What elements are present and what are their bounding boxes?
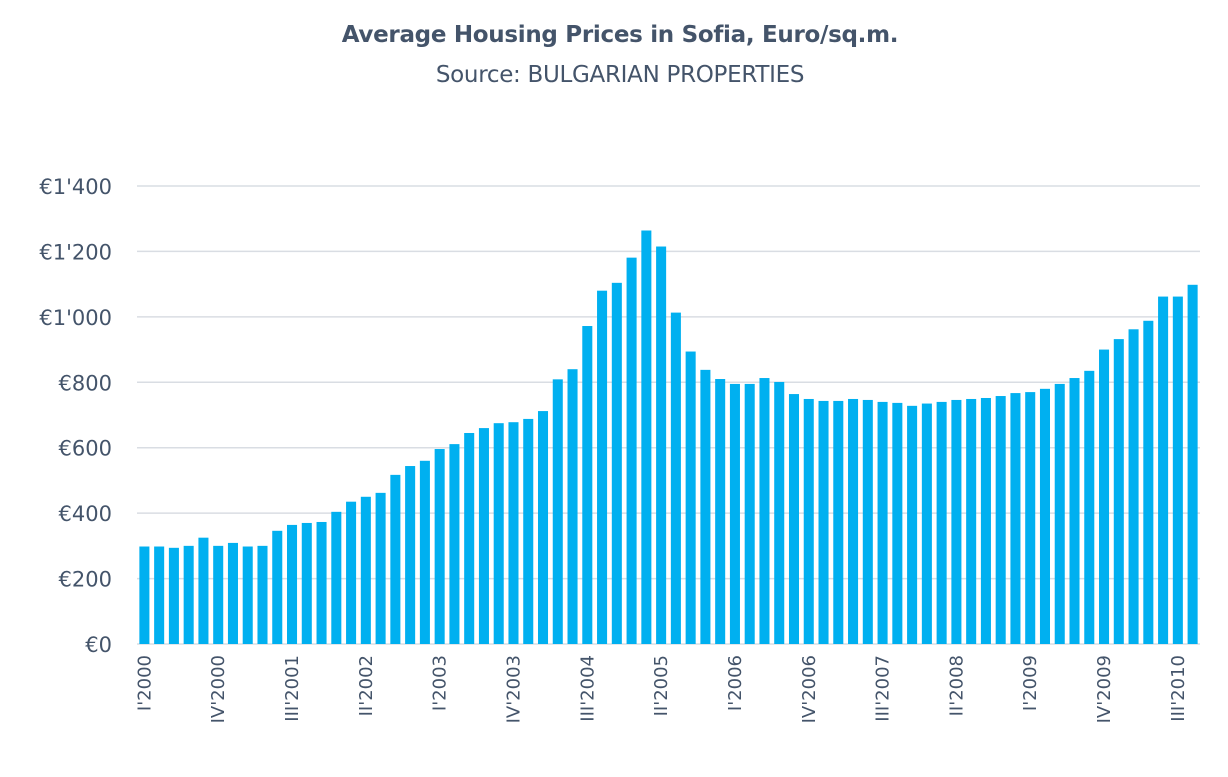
bar: [656, 246, 667, 644]
bar: [552, 379, 563, 644]
bar: [892, 402, 903, 644]
bar: [1054, 383, 1065, 644]
bar: [1025, 392, 1036, 644]
bar: [818, 400, 829, 644]
bar: [154, 546, 165, 644]
bar: [493, 423, 504, 644]
bar: [419, 460, 430, 644]
x-tick-label: III'2004: [577, 655, 598, 722]
bar: [464, 432, 475, 644]
bar: [700, 369, 711, 644]
bar: [227, 542, 238, 644]
x-tick-label: IV'2000: [208, 655, 229, 723]
bar: [611, 282, 622, 644]
x-tick-label: IV'2003: [503, 655, 524, 723]
bar: [1084, 370, 1095, 644]
bar: [272, 530, 283, 644]
y-tick-label: €1'200: [39, 240, 112, 264]
bar: [316, 521, 327, 644]
bar: [168, 547, 179, 644]
bar: [1113, 339, 1124, 644]
bar: [848, 398, 859, 644]
bar: [1128, 329, 1139, 644]
bar: [670, 312, 681, 644]
bar: [213, 545, 224, 644]
bar: [257, 545, 268, 644]
bar: [346, 501, 357, 644]
bar: [921, 403, 932, 644]
bar: [478, 428, 489, 644]
bar: [995, 396, 1006, 644]
bar: [744, 383, 755, 644]
bar: [626, 257, 637, 644]
x-tick-label: II'2005: [651, 655, 672, 716]
bar: [360, 496, 371, 644]
bar: [907, 405, 918, 644]
bar: [242, 546, 253, 644]
bar: [390, 474, 401, 644]
x-tick-label: III'2001: [282, 655, 303, 722]
bar: [597, 290, 608, 644]
x-tick-label: II'2008: [946, 655, 967, 716]
bar: [1143, 320, 1154, 644]
bar: [641, 230, 652, 644]
x-tick-label: III'2007: [873, 655, 894, 722]
y-tick-label: €600: [59, 437, 112, 461]
bar: [715, 379, 726, 644]
bar: [1069, 378, 1080, 644]
bar: [729, 383, 740, 644]
bar: [1099, 349, 1110, 644]
bar: [331, 511, 342, 644]
bar: [803, 398, 814, 644]
bar: [774, 381, 785, 644]
chart-subtitle: Source: BULGARIAN PROPERTIES: [435, 62, 805, 88]
bar: [1010, 393, 1021, 644]
y-tick-label: €800: [59, 371, 112, 395]
x-tick-label: IV'2009: [1094, 655, 1115, 723]
bar: [1172, 296, 1183, 644]
bar: [1039, 388, 1050, 644]
bar: [833, 400, 844, 644]
x-tick-label: I'2006: [725, 655, 746, 711]
x-tick-label: I'2000: [134, 655, 155, 711]
y-tick-label: €400: [59, 502, 112, 526]
bar: [759, 378, 770, 644]
x-tick-label: I'2003: [430, 655, 451, 711]
bar: [375, 492, 386, 644]
x-tick-label: I'2009: [1020, 655, 1041, 711]
bar: [877, 401, 888, 644]
bar: [523, 418, 534, 644]
bar: [183, 545, 194, 644]
bar: [405, 466, 416, 644]
x-tick-label: III'2010: [1168, 655, 1189, 722]
x-tick-label: IV'2006: [799, 655, 820, 723]
bar: [980, 397, 991, 644]
bar: [139, 546, 150, 644]
y-tick-label: €0: [85, 633, 112, 657]
y-tick-label: €1'400: [39, 175, 112, 199]
bar: [1187, 284, 1198, 644]
bar: [508, 422, 519, 644]
y-tick-label: €200: [59, 568, 112, 592]
bar: [434, 449, 445, 644]
bar: [301, 522, 312, 644]
bar: [287, 524, 298, 644]
bar: [936, 401, 947, 644]
y-tick-label: €1'000: [39, 306, 112, 330]
x-tick-label: II'2002: [356, 655, 377, 716]
bar: [567, 369, 578, 644]
bar: [449, 444, 460, 644]
bar: [788, 394, 800, 644]
bar: [685, 351, 696, 644]
bar: [951, 399, 962, 644]
bar: [582, 326, 593, 644]
chart-title: Average Housing Prices in Sofia, Euro/sq…: [341, 22, 899, 48]
bar: [537, 411, 549, 644]
bar: [1158, 296, 1169, 644]
bar: [862, 399, 873, 644]
bar: [198, 537, 209, 644]
bar: [966, 398, 977, 644]
